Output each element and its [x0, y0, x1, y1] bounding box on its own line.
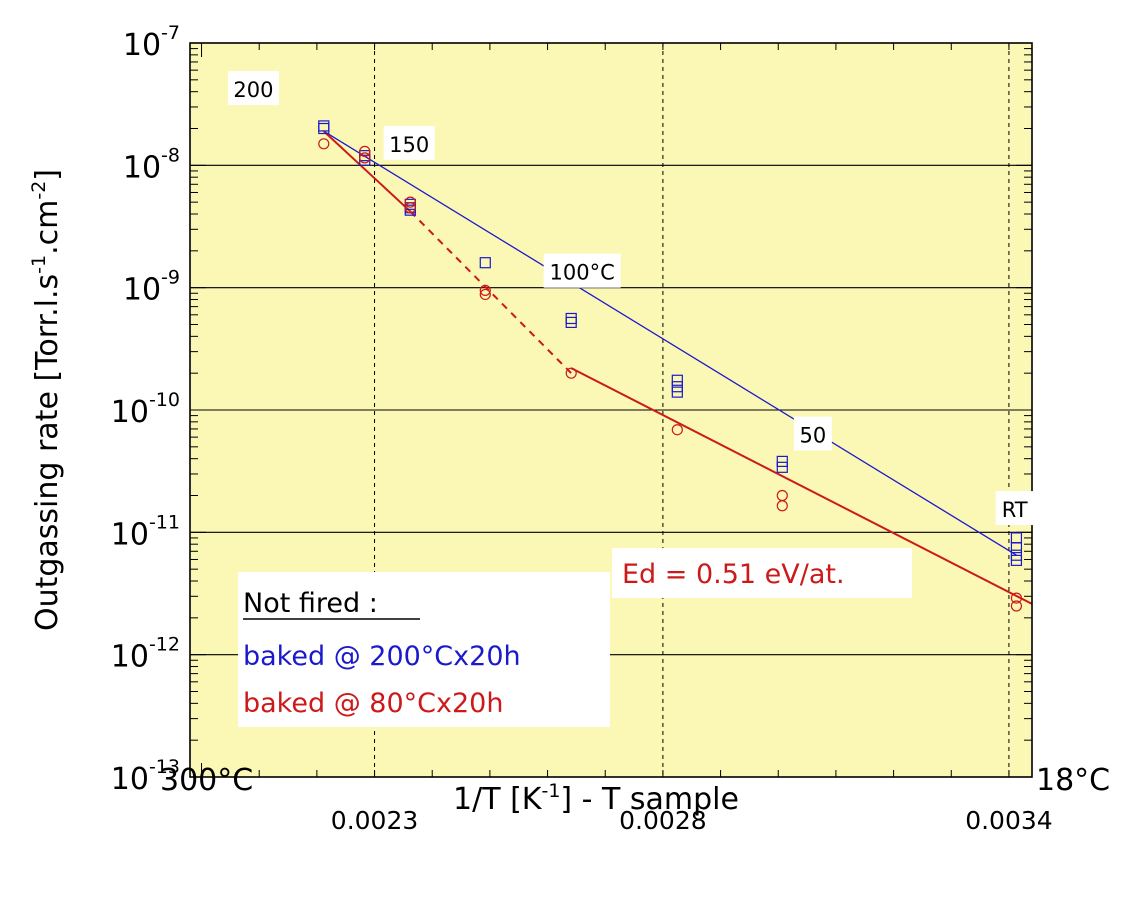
temperature-labels: 200 150 100°C 50 RT [227, 71, 1034, 526]
data-point-circle [1010, 600, 1023, 612]
data-point-circle [479, 288, 491, 301]
temperature-label: RT [1002, 498, 1028, 522]
y-tick-base: 10 [123, 28, 161, 63]
y-axis-title-tail: ] [30, 169, 65, 181]
data-point-square [671, 386, 683, 398]
y-axis-title-sup2: -2 [28, 181, 50, 200]
data-point-circle [671, 424, 683, 436]
data-point-circle [404, 202, 416, 214]
fit-line-80C-high [323, 130, 411, 213]
x-axis-title-sup: -1 [541, 780, 560, 802]
fit-lines [323, 130, 1033, 605]
x-tick-label: 0.0023 [331, 806, 418, 835]
plot-frame [189, 42, 1033, 778]
legend-entry-200: baked @ 200°Cx20h [243, 641, 521, 672]
y-axis-title-main: Outgassing rate [Torr.l.s [30, 274, 65, 631]
data-points [318, 120, 1023, 612]
data-point-circle [1010, 592, 1023, 604]
data-point-circle [776, 500, 788, 512]
temperature-label: 50 [799, 424, 826, 448]
data-point-square [565, 316, 577, 329]
data-point-circle [404, 196, 416, 208]
legend: Not fired : baked @ 200°Cx20h baked @ 80… [238, 572, 610, 727]
data-point-square [318, 122, 330, 135]
fit-line-200C [323, 130, 1017, 556]
y-tick-label: 10-13 [111, 756, 180, 797]
y-tick-exponent: -10 [149, 389, 180, 411]
y-tick-exponent: -7 [161, 22, 180, 44]
y-tick-base: 10 [111, 762, 149, 797]
legend-entry-80: baked @ 80°Cx20h [243, 688, 503, 719]
legend-title: Not fired : [243, 588, 378, 619]
y-tick-label: 10-12 [111, 634, 180, 675]
x-axis-title: 1/T [K-1] - T sample [453, 780, 739, 817]
annotation-text: Ed = 0.51 eV/at. [622, 559, 845, 590]
y-tick-base: 10 [111, 517, 149, 552]
x-axis-right-end-label: 18°C [1036, 763, 1110, 798]
legend-background [238, 572, 610, 727]
y-tick-base: 10 [111, 395, 149, 430]
y-tick-exponent: -12 [149, 634, 180, 656]
x-tick-label: 0.0028 [619, 806, 706, 835]
y-tick-exponent: -11 [149, 511, 180, 533]
y-axis-title-mid: .cm [30, 200, 65, 255]
temperature-label-bg [543, 253, 621, 288]
x-axis-title-tail: ] - T sample [560, 782, 739, 817]
y-axis-title-sup1: -1 [28, 255, 50, 274]
y-tick-exponent: -13 [149, 756, 180, 778]
y-tick-label: 10-10 [111, 389, 180, 430]
fit-line-80C-low [570, 367, 1033, 605]
temperature-label-bg [995, 491, 1034, 526]
data-point-square [776, 461, 788, 473]
temperature-label: 150 [389, 133, 429, 157]
y-tick-label: 10-8 [123, 144, 180, 185]
data-point-circle [359, 152, 371, 164]
temperature-label: 100°C [550, 261, 615, 285]
data-point-circle [479, 284, 491, 296]
temperature-label-bg [793, 416, 832, 451]
data-point-square [776, 455, 788, 468]
y-tick-base: 10 [123, 273, 161, 308]
data-point-circle [359, 145, 371, 157]
y-tick-exponent: -9 [161, 267, 180, 289]
x-axis-title-main: 1/T [K [453, 782, 543, 817]
temperature-label-bg [227, 71, 279, 106]
activation-energy-annotation: Ed = 0.51 eV/at. [612, 548, 912, 598]
x-tick-label: 0.0034 [965, 806, 1052, 835]
y-tick-base: 10 [111, 640, 149, 675]
annotation-background [612, 548, 912, 598]
y-tick-exponent: -8 [161, 144, 180, 166]
temperature-label-bg [383, 125, 435, 160]
y-axis-title: Outgassing rate [Torr.l.s-1.cm-2] [28, 169, 65, 631]
data-point-circle [318, 138, 330, 150]
y-tick-label: 10-7 [123, 22, 180, 63]
temperature-label: 200 [233, 78, 273, 102]
data-point-square [671, 374, 683, 386]
x-axis-left-end-label: 300°C [160, 763, 253, 798]
data-point-square [479, 257, 491, 269]
y-tick-label: 10-9 [123, 267, 180, 308]
x-tick-labels: 0.0023 0.0028 0.0034 [331, 806, 1053, 835]
y-tick-base: 10 [123, 150, 161, 185]
y-tick-label: 10-11 [111, 511, 180, 552]
data-point-circle [565, 367, 577, 379]
data-point-square [1010, 542, 1023, 554]
data-point-square [1010, 554, 1023, 566]
